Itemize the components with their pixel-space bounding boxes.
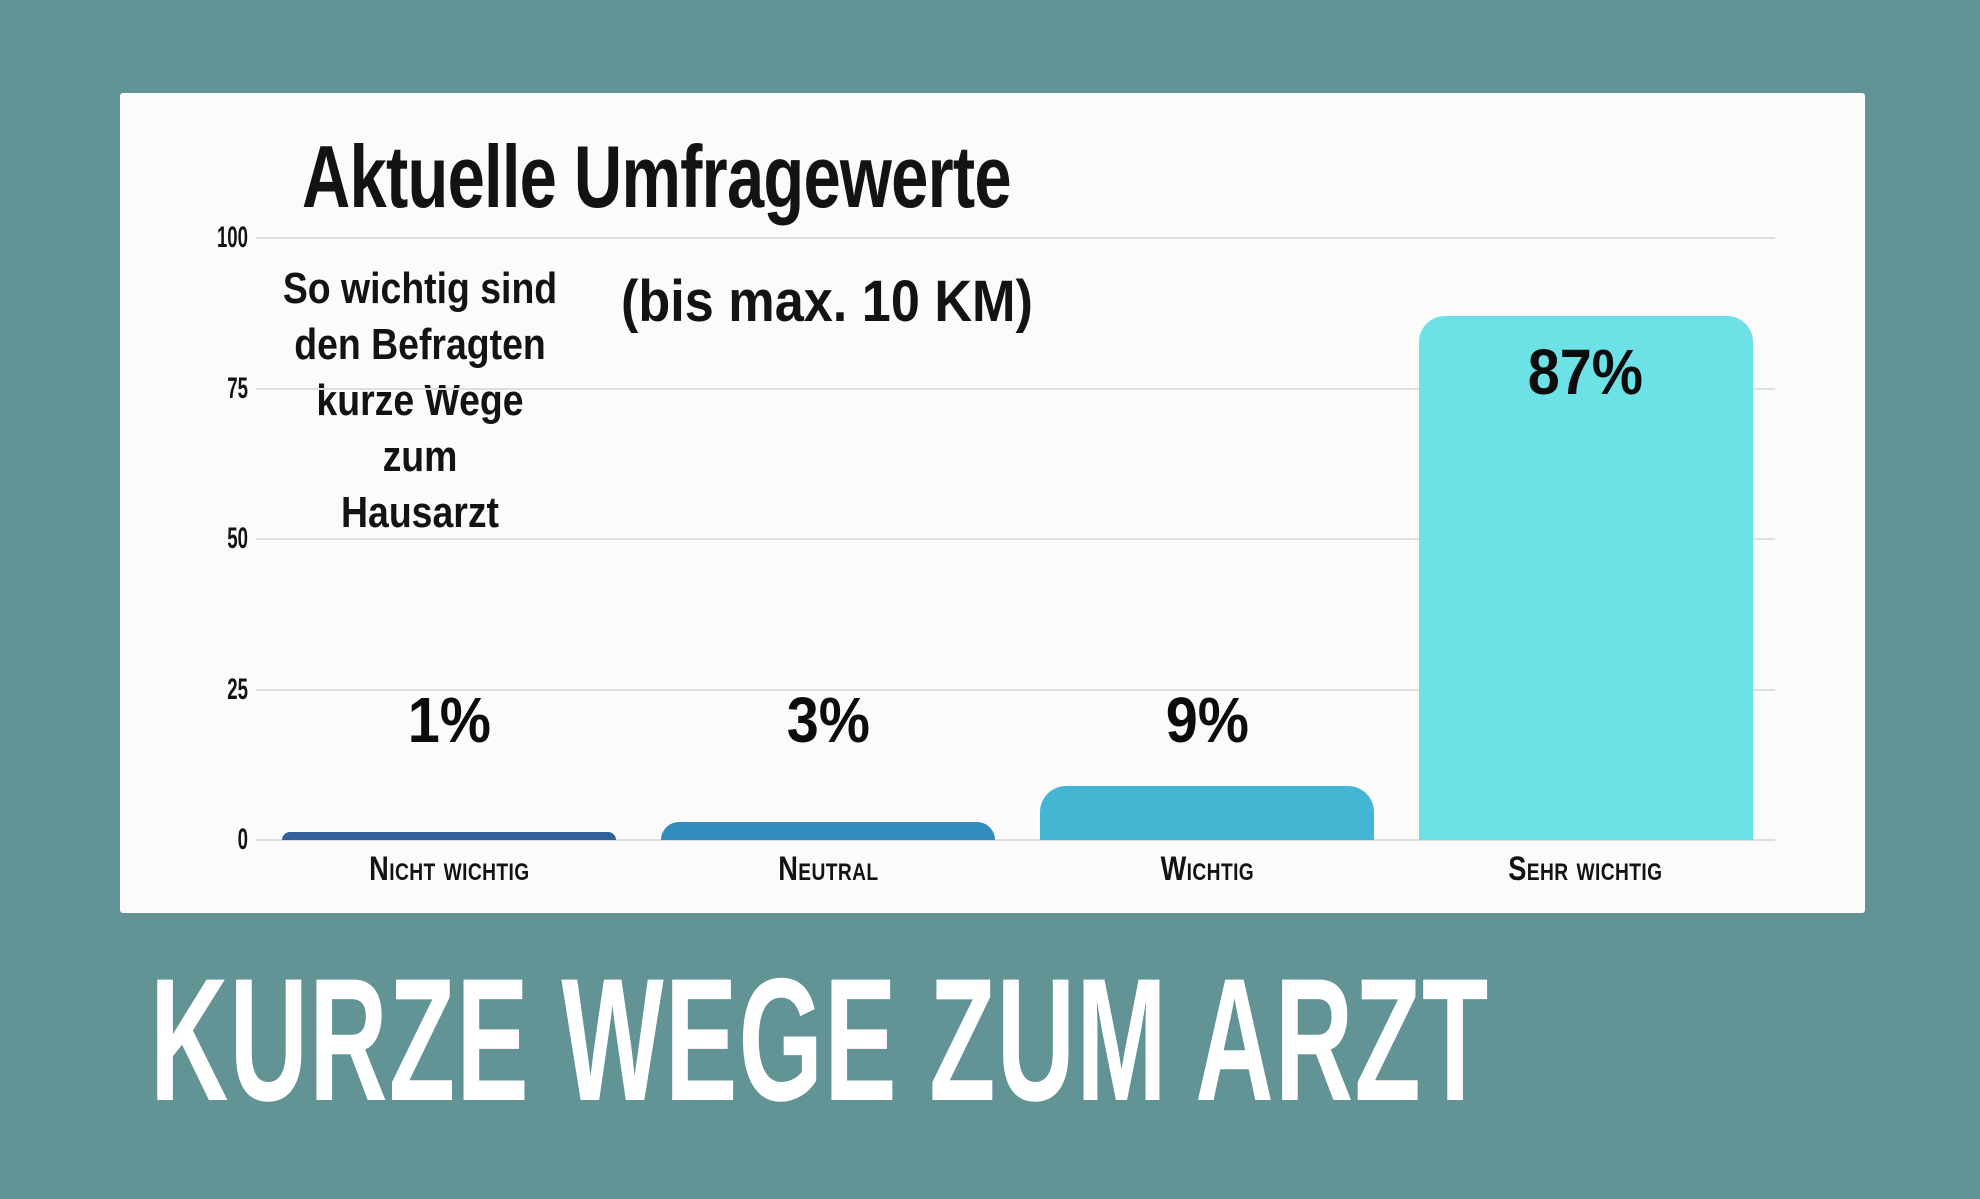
gridline-0: [256, 839, 1775, 841]
y-tick-label: 75: [227, 371, 248, 405]
category-label: Sehr wichtig: [1508, 850, 1663, 888]
bar-slot: 9% Wichtig: [1018, 238, 1397, 888]
bar: [282, 832, 617, 840]
plot-area: 0 25 50 75 100 1% Nicht wichtig 3% Neutral 9% Wich…: [217, 223, 1775, 888]
category-label: Wichtig: [1160, 850, 1254, 888]
bar-value-label: 1%: [407, 684, 491, 756]
category-label: Neutral: [777, 850, 879, 888]
bar-slot: 1% Nicht wichtig: [260, 238, 639, 888]
bar-slot: 3% Neutral: [639, 238, 1018, 888]
bar-slot: 87% Sehr wichtig: [1396, 238, 1775, 888]
y-tick-label: 25: [227, 672, 248, 706]
bar: [1418, 316, 1753, 840]
chart-subtitle: So wichtig sind den Befragten kurze Wege…: [282, 264, 558, 537]
y-tick-label: 50: [227, 522, 248, 555]
gridline-25: [256, 688, 1775, 691]
banner-title: KURZE WEGE ZUM ARZT: [150, 943, 1490, 1138]
gridline-75: [256, 387, 1775, 390]
bar-value-label: 87%: [1527, 336, 1644, 409]
y-tick-label: 0: [237, 823, 248, 856]
bar: [1039, 785, 1374, 840]
bar-value-label: 9%: [1165, 684, 1249, 756]
y-tick-label: 100: [216, 221, 248, 254]
chart-note: (bis max. 10 KM): [621, 269, 1033, 334]
bar-value-label: 3%: [786, 684, 870, 756]
chart-title: Aktuelle Umfragewerte: [302, 127, 1012, 226]
gridline-100: [256, 237, 1775, 239]
category-label: Nicht wichtig: [369, 850, 530, 888]
gridline-50: [256, 538, 1775, 540]
bar: [661, 821, 996, 840]
chart-card: Aktuelle Umfragewerte So wichtig sind de…: [120, 93, 1865, 913]
